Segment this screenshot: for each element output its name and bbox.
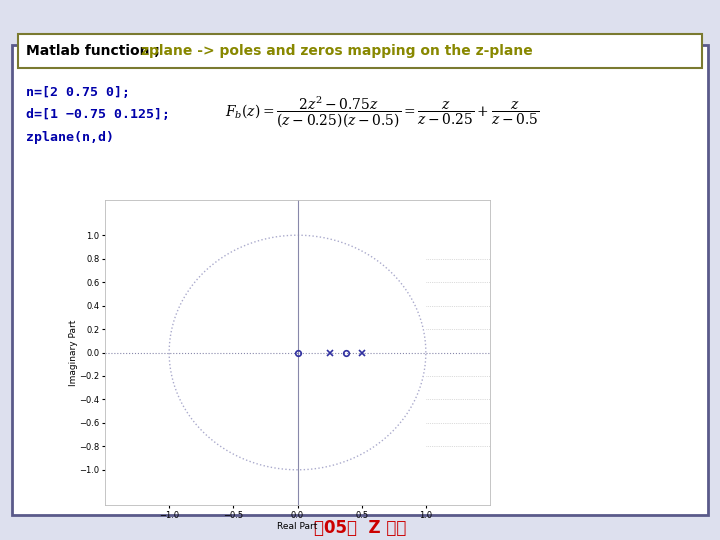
Text: $F_b(z) = \dfrac{2z^2 - 0.75z}{(z-0.25)(z-0.5)} = \dfrac{z}{z-0.25} + \dfrac{z}{: $F_b(z) = \dfrac{2z^2 - 0.75z}{(z-0.25)(… xyxy=(225,94,539,130)
Text: Matlab function ;: Matlab function ; xyxy=(26,44,170,58)
Bar xyxy=(18,34,702,68)
Text: d=[1 −0.75 0.125];: d=[1 −0.75 0.125]; xyxy=(26,109,170,122)
Text: zplane(n,d): zplane(n,d) xyxy=(26,131,114,144)
Text: zplane -> poles and zeros mapping on the z-plane: zplane -> poles and zeros mapping on the… xyxy=(141,44,533,58)
Bar xyxy=(12,45,708,515)
X-axis label: Real Part: Real Part xyxy=(277,522,318,531)
Text: 제05장  Z 변환: 제05장 Z 변환 xyxy=(314,519,406,537)
Text: n=[2 0.75 0];: n=[2 0.75 0]; xyxy=(26,86,130,99)
Y-axis label: Imaginary Part: Imaginary Part xyxy=(69,319,78,386)
